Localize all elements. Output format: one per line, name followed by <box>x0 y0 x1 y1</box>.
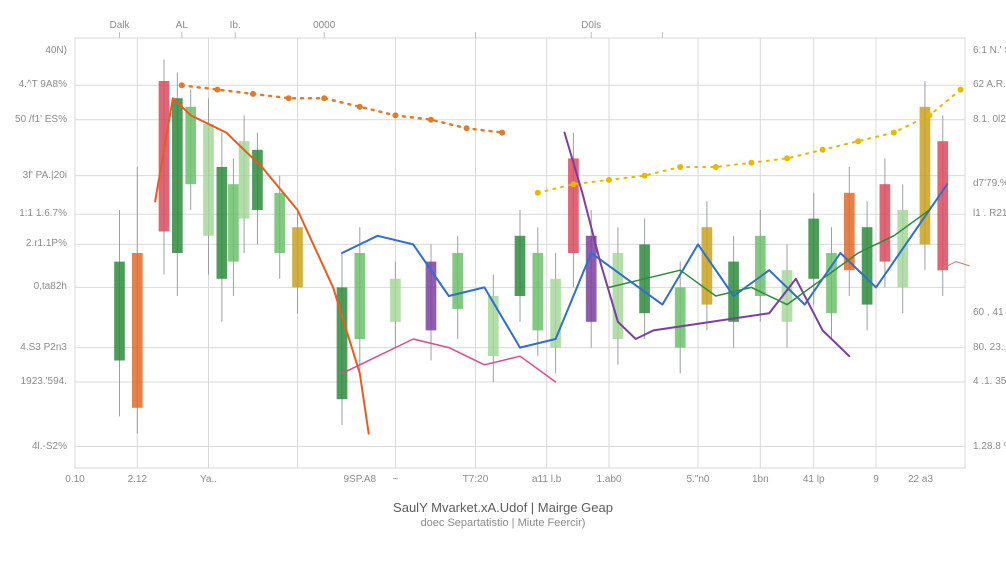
axis-tick-label: 1:1 1.6.7% <box>19 208 67 219</box>
chart-svg <box>0 0 1006 575</box>
axis-tick-label: 4.S3 P2n3 <box>20 342 67 353</box>
axis-tick-label: 50 /f1' ES% <box>15 114 67 125</box>
axis-tick-label: 40N) <box>45 45 67 56</box>
axis-tick-label: 1.28.8 % <box>973 441 1006 452</box>
axis-tick-label: Ya.. <box>179 474 239 485</box>
axis-tick-label: D0ls <box>561 20 621 31</box>
axis-tick-label: a11 l.b <box>517 474 577 485</box>
axis-tick-label: AL <box>152 20 212 31</box>
axis-tick-label: T7:20 <box>446 474 506 485</box>
axis-tick-label: 2.12 <box>107 474 167 485</box>
axis-tick-label: d7'79.% <box>973 178 1006 189</box>
axis-tick-label: 8.1. 0l2 P%5 <box>973 114 1006 125</box>
axis-tick-label: 1bn <box>730 474 790 485</box>
axis-tick-label: 4l.-S2% <box>32 441 67 452</box>
axis-tick-label: 41 lp <box>784 474 844 485</box>
axis-tick-label: 0000 <box>294 20 354 31</box>
axis-tick-label: 60 , 41 R% <box>973 307 1006 318</box>
axis-tick-label: 0.10 <box>45 474 105 485</box>
axis-tick-label: 6:1 N.' S8o <box>973 45 1006 56</box>
axis-tick-label: 2.r1.1P% <box>26 238 67 249</box>
caption-line-1: SaulY Mvarket.xA.Udof | Mairge Geap <box>0 500 1006 515</box>
chart-caption: SaulY Mvarket.xA.Udof | Mairge Geap doec… <box>0 500 1006 529</box>
axis-tick-label: 0,ta82h <box>34 281 67 292</box>
price-chart <box>0 0 1006 580</box>
axis-tick-label: 22 a3 <box>891 474 951 485</box>
axis-tick-label: 4.^T 9A8% <box>19 79 67 90</box>
axis-tick-label: 80. 23..9,0. <box>973 342 1006 353</box>
axis-tick-label: 3f' PA.|20i <box>23 170 67 181</box>
axis-tick-label: 62 A.R. 4%5 <box>973 79 1006 90</box>
axis-tick-label: l1 . R21%, <box>973 208 1006 219</box>
axis-tick-label: 1.ab0 <box>579 474 639 485</box>
axis-tick-label: 4 .1. 35%, <box>973 376 1006 387</box>
axis-tick-label: ~ <box>365 474 425 485</box>
axis-tick-label: 1923.'594. <box>21 376 67 387</box>
axis-tick-label: Ib. <box>205 20 265 31</box>
axis-tick-label: Dalk <box>90 20 150 31</box>
caption-line-2: doec Separtatistio | Miute Feercir) <box>0 517 1006 529</box>
axis-tick-label: 5."n0 <box>668 474 728 485</box>
